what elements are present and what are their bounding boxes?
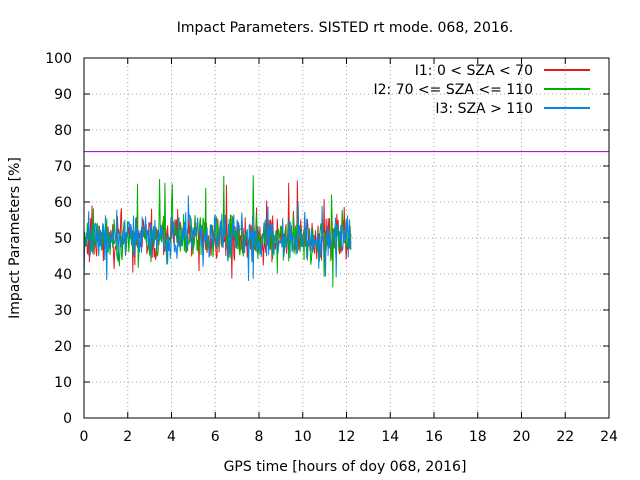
x-tick-label: 0 (80, 429, 89, 445)
x-tick-label: 10 (294, 429, 312, 445)
x-tick-label: 6 (211, 429, 220, 445)
y-tick-label: 60 (54, 195, 72, 211)
x-tick-label: 14 (381, 429, 399, 445)
x-tick-label: 4 (167, 429, 176, 445)
legend-label: I3: SZA > 110 (435, 101, 533, 117)
x-tick-label: 8 (255, 429, 264, 445)
x-tick-label: 24 (600, 429, 618, 445)
y-tick-label: 100 (45, 51, 72, 67)
x-axis-label: GPS time [hours of doy 068, 2016] (224, 459, 467, 475)
y-tick-label: 50 (54, 231, 72, 247)
y-axis-label: Impact Parameters [%] (7, 157, 23, 319)
y-tick-label: 80 (54, 123, 72, 139)
series-line-3 (84, 195, 351, 281)
y-tick-label: 30 (54, 303, 72, 319)
y-tick-label: 40 (54, 267, 72, 283)
y-tick-label: 90 (54, 87, 72, 103)
legend-label: I1: 0 < SZA < 70 (415, 63, 533, 79)
y-tick-label: 0 (63, 411, 72, 427)
x-tick-label: 20 (513, 429, 531, 445)
y-tick-label: 20 (54, 339, 72, 355)
y-tick-label: 10 (54, 375, 72, 391)
chart-title: Impact Parameters. SISTED rt mode. 068, … (177, 20, 513, 36)
x-tick-label: 16 (425, 429, 443, 445)
x-tick-label: 2 (123, 429, 132, 445)
y-tick-label: 70 (54, 159, 72, 175)
x-tick-label: 18 (469, 429, 487, 445)
legend: I1: 0 < SZA < 70 I2: 70 <= SZA <= 110 I3: … (373, 63, 590, 117)
series-group (84, 175, 351, 287)
legend-label: I2: 70 <= SZA <= 110 (373, 82, 533, 98)
x-tick-label: 12 (338, 429, 356, 445)
x-tick-label: 22 (556, 429, 574, 445)
chart: Impact Parameters. SISTED rt mode. 068, … (0, 0, 640, 480)
